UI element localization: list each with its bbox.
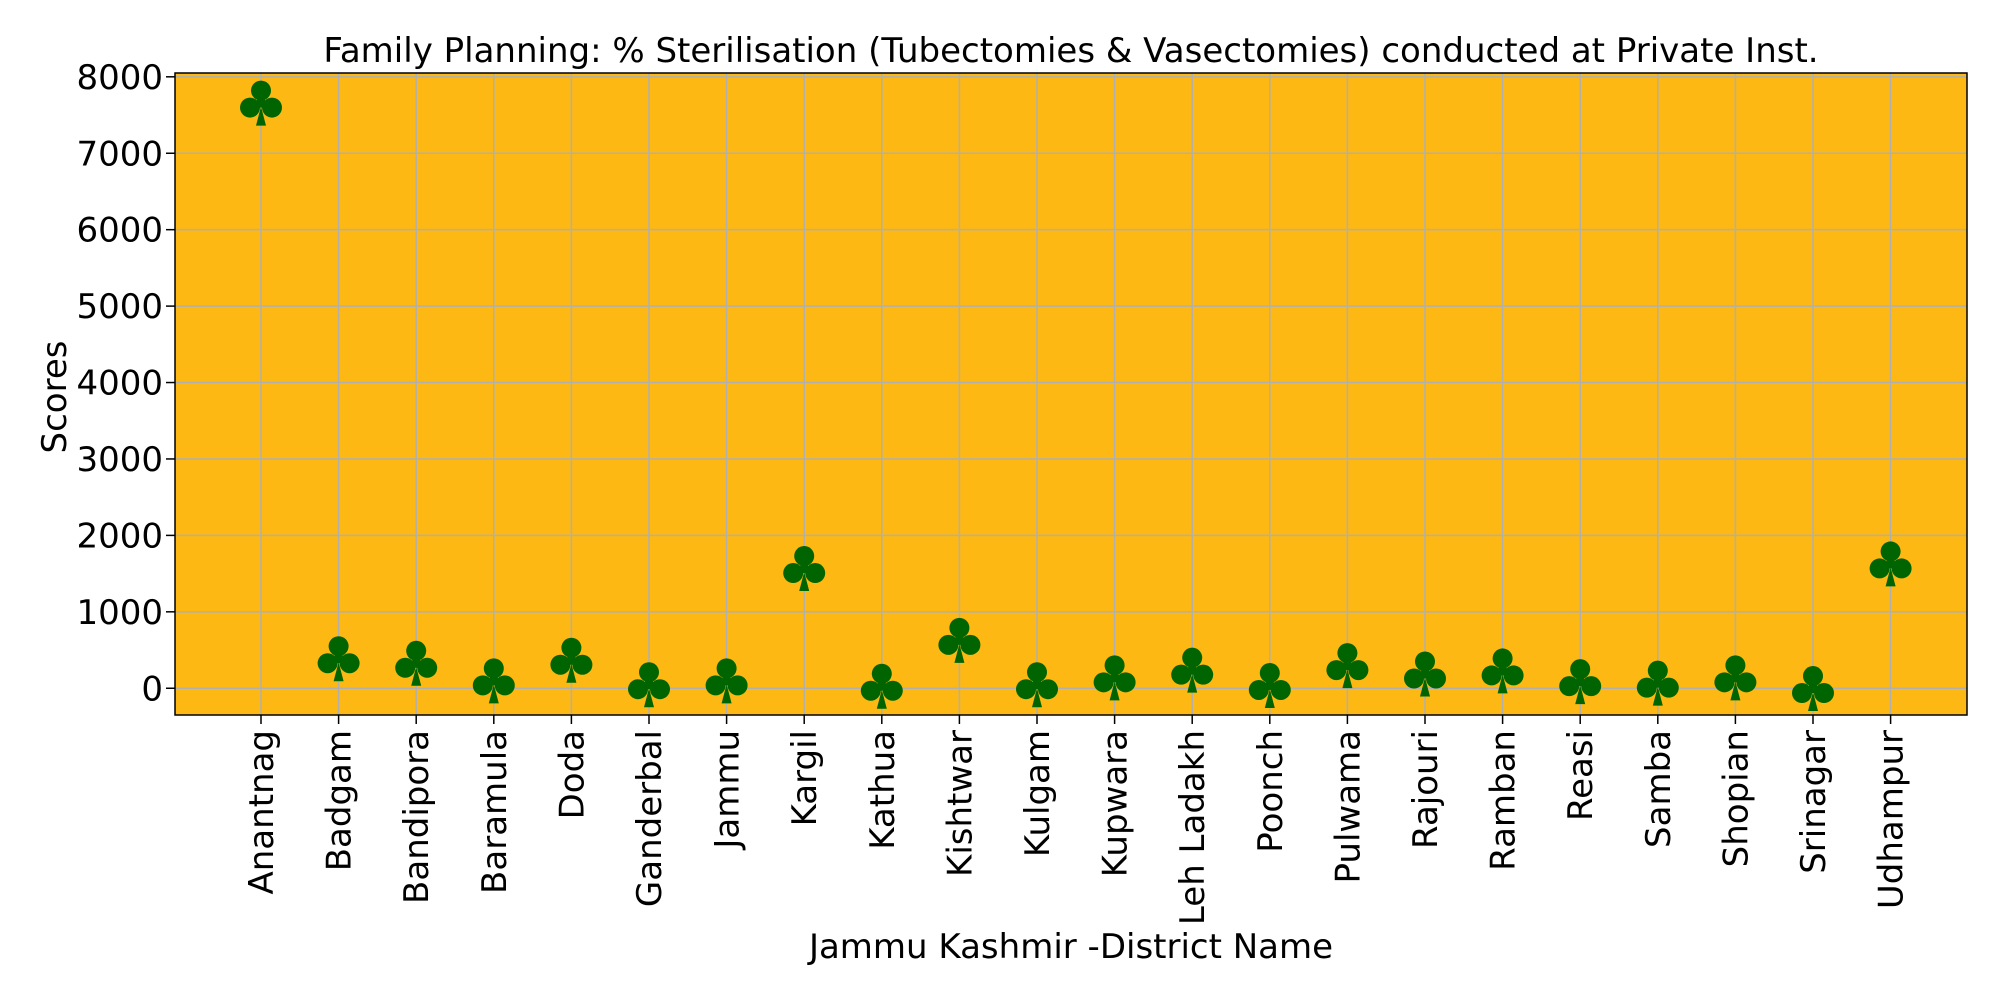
data-point-club-icon — [1404, 651, 1446, 697]
data-point-club-icon — [783, 546, 826, 592]
y-tick-label: 5000 — [76, 287, 163, 327]
x-tick-label: Jammu — [708, 730, 748, 851]
x-tick-label: Kathua — [863, 730, 903, 850]
plot-area — [175, 73, 1967, 715]
data-point-club-icon — [1481, 648, 1524, 694]
data-point-club-icon — [1636, 660, 1679, 706]
data-points — [240, 80, 1912, 712]
data-point-club-icon — [550, 637, 593, 683]
x-tick-label: Ganderbal — [630, 730, 670, 907]
y-tick-label: 2000 — [76, 516, 163, 556]
x-tick-label: Leh Ladakh — [1173, 730, 1213, 925]
data-point-club-icon — [1248, 662, 1291, 708]
x-tick-label: Baramula — [475, 730, 515, 894]
x-tick-label: Reasi — [1561, 730, 1601, 821]
data-point-club-icon — [860, 663, 903, 709]
y-tick-label: 7000 — [76, 134, 163, 174]
y-tick-label: 8000 — [76, 58, 163, 98]
data-point-club-icon — [1171, 647, 1214, 693]
data-point-club-icon — [1093, 655, 1136, 701]
data-point-club-icon — [472, 658, 515, 704]
x-tick-label: Pulwama — [1328, 730, 1368, 884]
data-point-club-icon — [1792, 666, 1834, 712]
x-tick-label: Kargil — [785, 730, 825, 826]
data-point-club-icon — [628, 662, 670, 708]
y-axis-ticks: 0 1000 2000 3000 4000 5000 6000 7000 8000 — [76, 58, 175, 709]
y-tick-label: 6000 — [76, 211, 163, 251]
x-axis-title: Jammu Kashmir -District Name — [807, 927, 1333, 967]
data-point-club-icon — [705, 658, 748, 704]
x-tick-label: Anantnag — [242, 730, 282, 895]
grid — [175, 73, 1967, 715]
chart-title: Family Planning: % Sterilisation (Tubect… — [323, 31, 1818, 71]
y-tick-label: 1000 — [76, 593, 163, 633]
x-tick-label: Kupwara — [1096, 730, 1136, 877]
x-axis-ticks: Anantnag Badgam Bandipora Baramula Doda Gande… — [242, 715, 1912, 925]
data-point-club-icon — [240, 80, 282, 126]
data-point-club-icon — [1016, 662, 1058, 708]
x-tick-label: Udhampur — [1872, 730, 1912, 909]
y-axis-title: Scores — [35, 341, 75, 454]
y-tick-label: 0 — [141, 669, 163, 709]
x-tick-label: Ramban — [1484, 730, 1524, 871]
y-tick-label: 3000 — [76, 440, 163, 480]
x-tick-label: Kulgam — [1018, 730, 1058, 857]
data-point-club-icon — [1869, 541, 1912, 587]
data-point-club-icon — [1559, 659, 1602, 705]
x-tick-label: Kishtwar — [940, 730, 980, 877]
x-tick-label: Poonch — [1251, 730, 1291, 853]
x-tick-label: Bandipora — [397, 730, 437, 904]
plot-frame — [174, 72, 1968, 716]
x-tick-label: Shopian — [1716, 730, 1756, 867]
x-tick-label: Badgam — [320, 730, 360, 871]
data-point-club-icon — [395, 640, 438, 686]
y-tick-label: 4000 — [76, 364, 163, 404]
data-point-club-icon — [938, 617, 981, 663]
x-tick-label: Srinagar — [1794, 730, 1834, 874]
data-point-club-icon — [317, 636, 360, 682]
x-tick-label: Doda — [552, 730, 592, 819]
data-point-club-icon — [1326, 643, 1369, 689]
x-tick-label: Samba — [1639, 730, 1679, 848]
x-tick-label: Rajouri — [1406, 730, 1446, 849]
data-point-club-icon — [1714, 655, 1757, 701]
